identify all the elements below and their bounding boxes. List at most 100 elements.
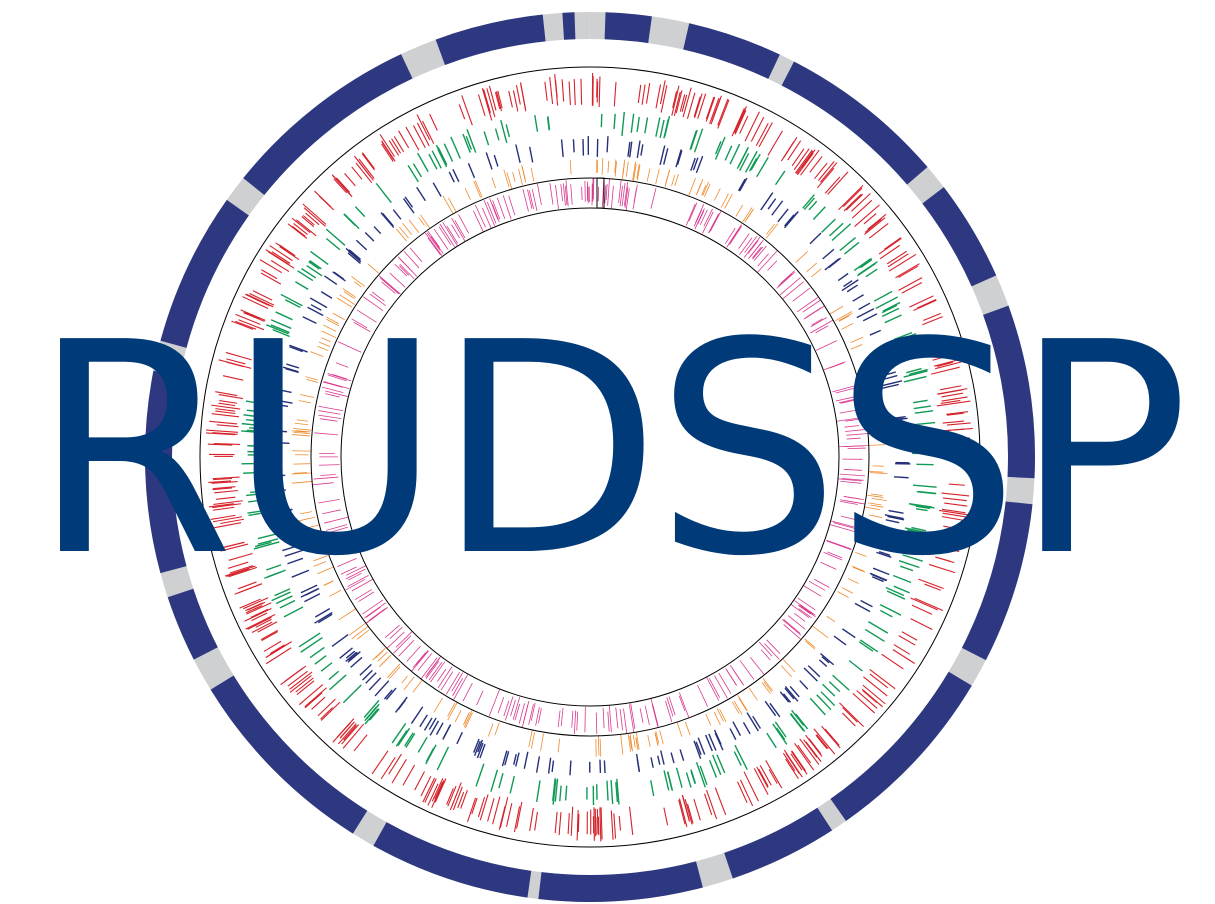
feature-tick <box>403 251 420 269</box>
feature-tick <box>218 359 252 369</box>
feature-tick <box>784 686 799 702</box>
outer-ring-block <box>683 23 780 79</box>
feature-tick <box>492 200 501 220</box>
feature-tick <box>402 198 415 214</box>
feature-tick <box>765 223 779 239</box>
feature-tick <box>562 183 566 206</box>
feature-tick <box>817 167 835 189</box>
feature-tick <box>851 199 873 219</box>
feature-tick <box>705 713 712 726</box>
feature-tick <box>285 534 300 540</box>
feature-tick <box>212 486 236 490</box>
feature-tick <box>636 759 641 773</box>
feature-tick <box>293 472 308 474</box>
feature-tick <box>552 778 556 801</box>
feature-tick <box>218 402 236 407</box>
feature-tick <box>743 236 761 258</box>
feature-tick <box>841 323 854 330</box>
feature-tick <box>636 140 641 158</box>
feature-tick <box>371 291 385 302</box>
feature-tick <box>302 203 327 225</box>
feature-tick <box>226 358 246 365</box>
feature-tick <box>309 646 325 659</box>
feature-tick <box>839 445 868 448</box>
feature-tick <box>345 651 358 662</box>
feature-tick <box>353 322 371 333</box>
feature-tick <box>785 758 799 780</box>
feature-tick <box>220 543 249 552</box>
feature-tick <box>245 604 263 614</box>
feature-tick <box>655 117 661 137</box>
feature-tick <box>888 253 917 272</box>
feature-tick <box>714 136 726 160</box>
feature-tick <box>620 734 624 755</box>
feature-tick <box>291 430 308 433</box>
feature-tick <box>300 511 313 515</box>
feature-tick <box>816 734 829 750</box>
feature-tick <box>729 728 737 741</box>
feature-tick <box>278 244 296 257</box>
feature-tick <box>458 214 470 234</box>
feature-tick <box>774 721 787 738</box>
feature-tick <box>456 731 463 745</box>
feature-tick <box>875 296 899 309</box>
feature-tick <box>831 520 855 528</box>
feature-tick <box>820 653 835 666</box>
feature-tick <box>348 249 361 260</box>
feature-tick <box>564 785 568 801</box>
feature-tick <box>427 237 441 256</box>
feature-tick <box>743 771 759 802</box>
feature-tick <box>690 157 696 171</box>
feature-tick <box>243 312 265 322</box>
feature-track <box>241 111 940 805</box>
feature-tick <box>364 231 375 242</box>
feature-tick <box>303 207 326 227</box>
feature-tick <box>790 751 808 775</box>
feature-tick <box>411 650 429 672</box>
feature-tick <box>371 750 389 775</box>
feature-tick <box>708 760 718 778</box>
feature-tick <box>847 578 859 584</box>
feature-tick <box>279 599 296 609</box>
feature-tick <box>270 260 290 273</box>
feature-tick <box>803 585 822 597</box>
feature-tick <box>734 744 748 770</box>
feature-tick <box>758 768 769 787</box>
feature-tick <box>359 663 372 676</box>
feature-tick <box>381 281 396 294</box>
feature-tracks <box>206 72 975 842</box>
feature-tick <box>224 565 256 577</box>
feature-tick <box>824 176 841 194</box>
feature-tick <box>369 708 380 721</box>
feature-tick <box>934 539 957 546</box>
feature-tick <box>762 678 773 691</box>
feature-tick <box>494 128 500 141</box>
feature-tick <box>633 188 637 203</box>
feature-tick <box>915 505 931 510</box>
feature-tick <box>412 163 422 178</box>
feature-tick <box>452 168 460 183</box>
feature-tick <box>764 643 780 660</box>
feature-tick <box>338 608 356 621</box>
feature-tick <box>506 172 513 190</box>
feature-tick <box>675 149 682 168</box>
feature-tick <box>260 272 282 285</box>
feature-tick <box>625 161 629 177</box>
feature-tick <box>615 782 619 803</box>
feature-tick <box>298 632 321 648</box>
feature-tick <box>907 537 924 543</box>
feature-tick <box>846 284 858 293</box>
feature-tick <box>911 604 933 615</box>
feature-tick <box>636 116 640 132</box>
feature-tick <box>443 724 452 738</box>
feature-tick <box>442 222 458 247</box>
feature-tick <box>289 675 312 693</box>
feature-tick <box>216 424 239 428</box>
feature-tick <box>608 705 612 733</box>
feature-tick <box>719 708 727 722</box>
feature-tick <box>483 199 495 226</box>
feature-tick <box>944 437 971 440</box>
feature-tick <box>300 524 320 530</box>
feature-tick <box>486 88 496 118</box>
feature-tick <box>293 428 312 431</box>
